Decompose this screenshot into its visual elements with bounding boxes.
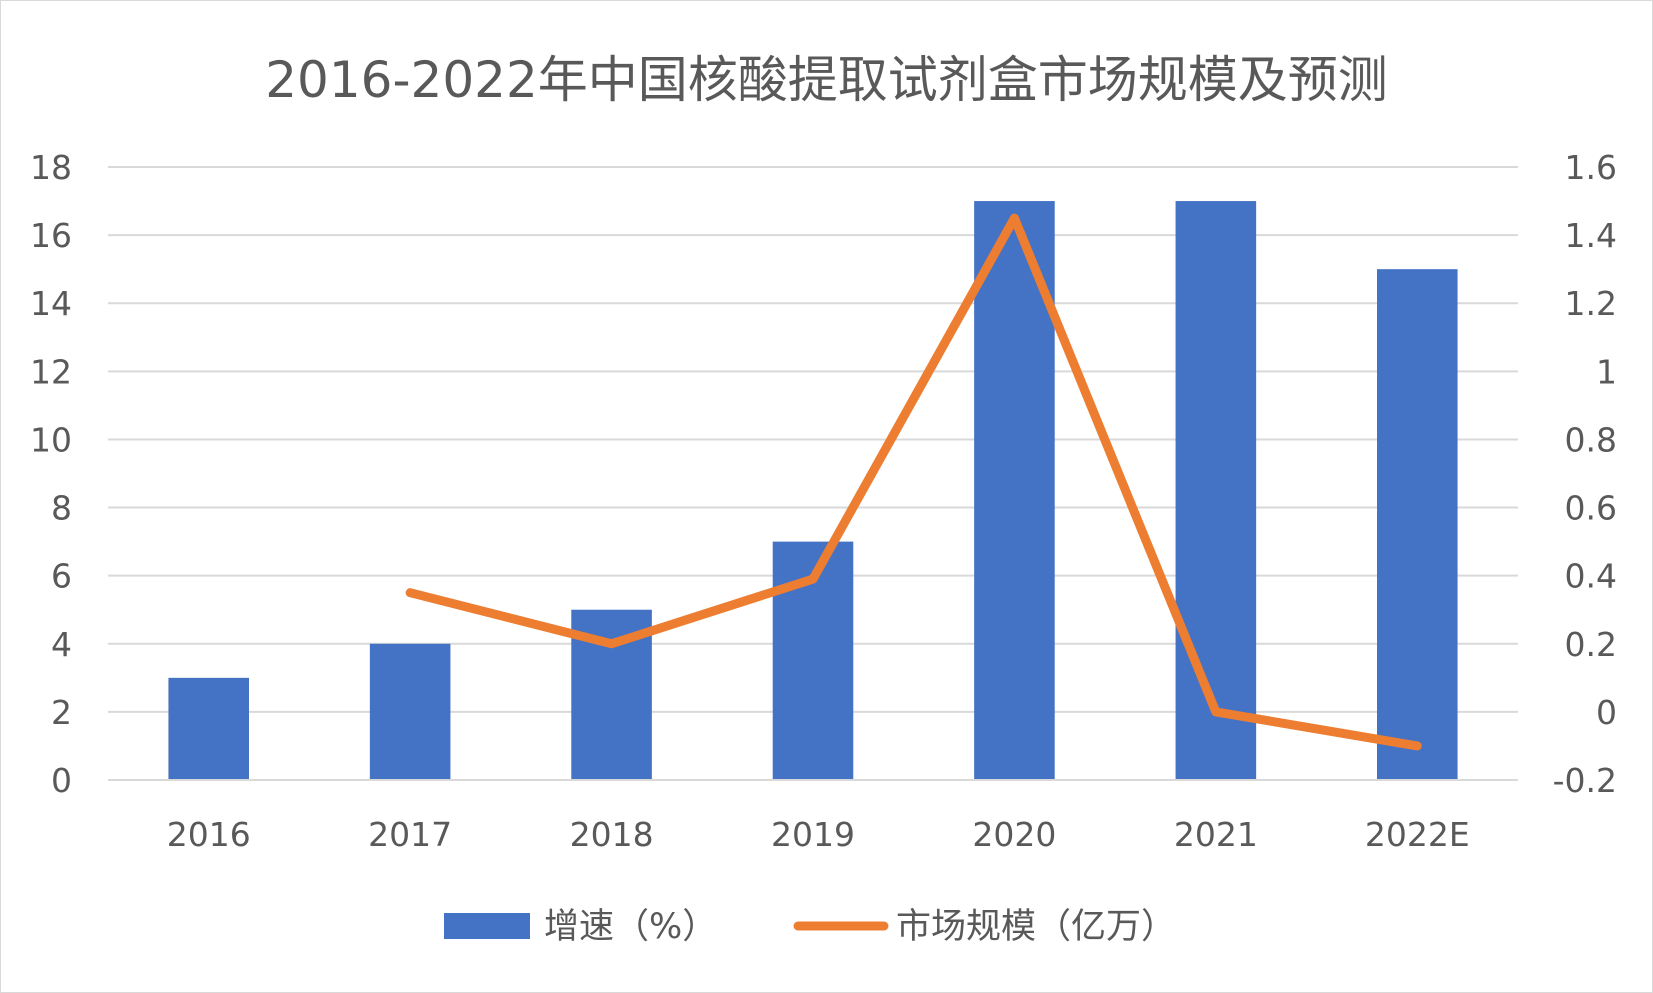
y-right-tick-label: 0.6 (1565, 489, 1617, 528)
y-left-tick-label: 18 (30, 148, 72, 187)
y-left-tick-label: 10 (30, 420, 72, 459)
bar (1175, 201, 1257, 781)
chart-title: 2016-2022年中国核酸提取试剂盒市场规模及预测 (265, 51, 1388, 109)
y-right-tick-label: 0 (1596, 693, 1617, 732)
x-tick-label: 2016 (167, 815, 251, 854)
tick-labels: 0 2 4 6 8 10 12 14 16 18 -0.2 0 0.2 0.4 0.6 0.8 1 1.2 1.4 1… (30, 148, 1617, 854)
y-right-tick-label: 1 (1596, 352, 1617, 391)
bar (1377, 269, 1458, 780)
y-right-tick-label: 0.2 (1565, 625, 1617, 664)
y-left-tick-label: 6 (51, 557, 72, 596)
legend-line-label: 市场规模（亿万） (896, 907, 1176, 947)
bar (369, 643, 451, 780)
y-left-tick-label: 14 (30, 284, 72, 323)
y-left-tick-label: 12 (30, 352, 72, 391)
y-left-tick-label: 8 (51, 489, 72, 528)
line-series (405, 213, 1422, 751)
y-right-tick-label: 1.4 (1565, 216, 1617, 255)
bar (168, 677, 249, 780)
line-series-path (405, 213, 1422, 751)
legend: 增速（%） 市场规模（亿万） (444, 907, 1176, 947)
legend-bar-swatch (444, 913, 530, 939)
x-tick-label: 2020 (972, 815, 1056, 854)
y-left-tick-label: 4 (51, 625, 72, 664)
y-left-tick-label: 16 (30, 216, 72, 255)
x-tick-label: 2022E (1365, 815, 1470, 854)
x-tick-label: 2018 (570, 815, 654, 854)
y-right-tick-label: -0.2 (1553, 761, 1617, 800)
x-tick-label: 2021 (1174, 815, 1258, 854)
y-right-tick-label: 0.8 (1565, 420, 1617, 459)
y-right-tick-label: 1.2 (1565, 284, 1617, 323)
bar (974, 201, 1055, 781)
bar-series (168, 201, 1458, 781)
y-left-tick-label: 0 (51, 761, 72, 800)
y-left-tick-label: 2 (51, 693, 72, 732)
y-right-tick-label: 0.4 (1565, 557, 1617, 596)
x-tick-label: 2017 (368, 815, 452, 854)
x-tick-label: 2019 (771, 815, 855, 854)
legend-bar-label: 增速（%） (544, 907, 717, 947)
y-right-tick-label: 1.6 (1565, 148, 1617, 187)
